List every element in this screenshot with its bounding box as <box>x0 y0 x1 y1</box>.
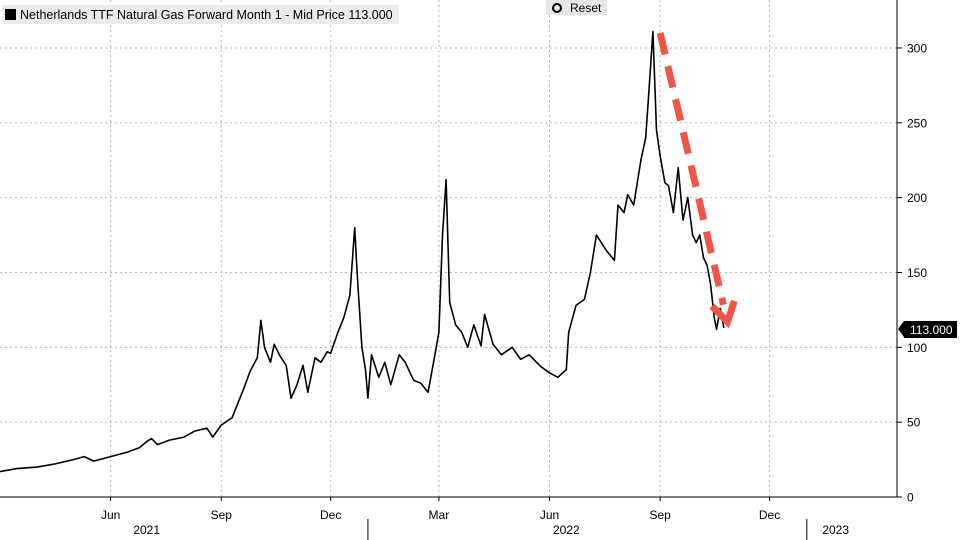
reset-icon <box>552 2 562 13</box>
annotation-arrow-shaft <box>656 32 727 306</box>
y-tick-label: 50 <box>907 416 921 430</box>
y-tick-label: 300 <box>907 41 927 55</box>
x-tick-label: Jun <box>101 508 120 522</box>
legend-swatch-icon <box>5 9 16 20</box>
y-axis: 0 50 100 150 200 250 300 <box>896 0 927 505</box>
y-tick-label: 0 <box>907 491 914 505</box>
y-tick-label: 200 <box>907 191 927 205</box>
chart-legend: Netherlands TTF Natural Gas Forward Mont… <box>2 5 399 24</box>
x-axis: Jun Sep Dec Mar Jun Sep Dec 2021 2022 2023 <box>0 496 897 540</box>
y-tick-label: 150 <box>907 266 927 280</box>
reset-button[interactable]: Reset <box>546 0 608 15</box>
annotation-group <box>656 32 738 329</box>
x-tick-label: Mar <box>429 508 450 522</box>
x-tick-label: Jun <box>540 508 559 522</box>
year-label: 2023 <box>822 523 849 537</box>
y-tick-label: 250 <box>907 116 927 130</box>
year-label: 2021 <box>133 523 160 537</box>
y-tick-label: 100 <box>907 341 927 355</box>
last-price-tag: 113.000 <box>898 321 957 338</box>
x-tick-label: Dec <box>759 508 780 522</box>
x-tick-label: Sep <box>649 508 671 522</box>
x-tick-label: Dec <box>320 508 341 522</box>
series-group <box>0 30 725 473</box>
year-label: 2022 <box>553 523 580 537</box>
last-price-value: 113.000 <box>910 322 953 337</box>
reset-button-label: Reset <box>570 0 602 15</box>
series-line <box>0 30 725 473</box>
legend-text: Netherlands TTF Natural Gas Forward Mont… <box>20 7 393 22</box>
x-tick-label: Sep <box>211 508 233 522</box>
annotation-arrow-head <box>709 299 738 329</box>
